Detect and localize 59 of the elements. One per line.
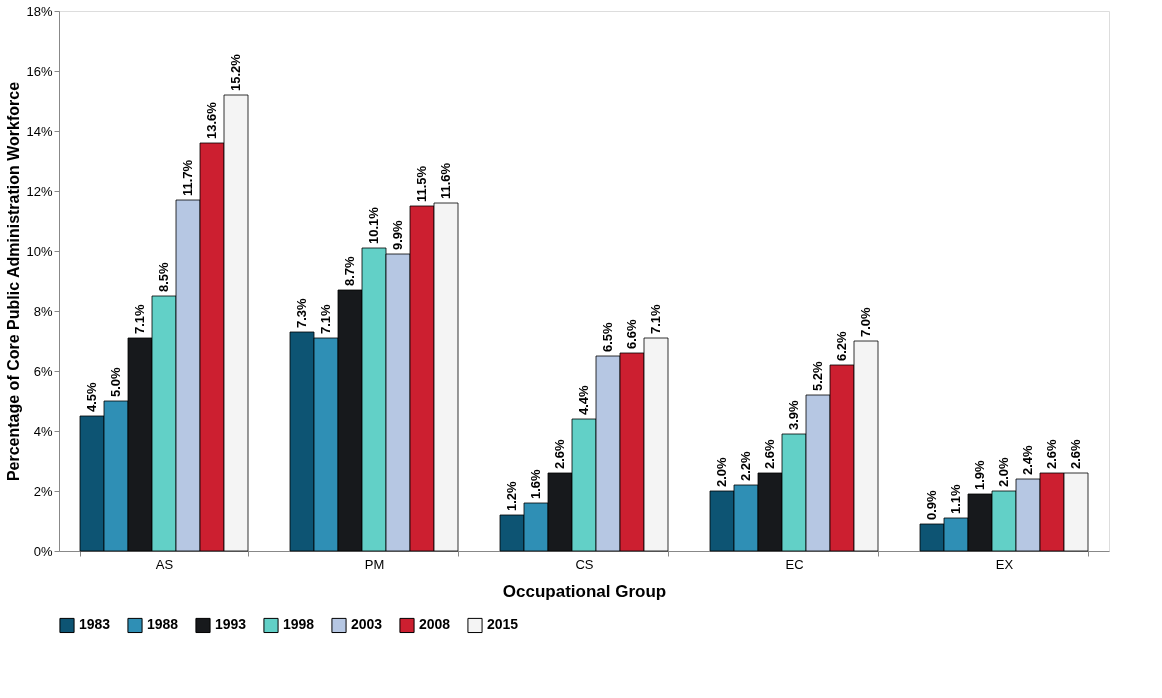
data-label: 8.5% <box>156 261 171 292</box>
y-tick-label: 6% <box>33 363 53 379</box>
x-tick-label: AS <box>155 556 174 572</box>
data-label: 15.2% <box>228 53 243 91</box>
y-tick-label: 18% <box>26 3 53 19</box>
data-label: 7.1% <box>132 303 147 334</box>
data-label: 2.6% <box>1068 438 1083 469</box>
x-tick-label: EC <box>785 556 804 572</box>
x-tick-label: PM <box>364 556 385 572</box>
data-label: 3.9% <box>786 399 801 430</box>
data-label: 11.7% <box>180 159 195 196</box>
legend-label: 1988 <box>147 616 179 633</box>
legend-label: 1998 <box>283 616 315 633</box>
data-label: 9.9% <box>390 219 405 250</box>
legend-label: 2015 <box>487 616 519 633</box>
data-label: 11.6% <box>438 162 453 199</box>
y-tick-label: 2% <box>33 483 53 499</box>
data-label: 5.2% <box>810 360 825 391</box>
y-tick-label: 4% <box>33 423 53 439</box>
x-tick-label: EX <box>995 556 1014 572</box>
legend-label: 2008 <box>419 616 451 633</box>
data-label: 2.0% <box>714 456 729 487</box>
x-axis-title: Occupational Group <box>502 581 667 601</box>
data-label: 7.0% <box>858 306 873 337</box>
data-label: 2.2% <box>738 450 753 481</box>
x-tick-label: CS <box>575 556 594 572</box>
data-label: 4.4% <box>576 384 591 415</box>
data-label: 7.3% <box>294 297 309 328</box>
y-tick-label: 16% <box>26 63 53 79</box>
data-label: 2.4% <box>1020 444 1035 475</box>
data-label: 8.7% <box>342 255 357 286</box>
y-tick-label: 12% <box>26 183 53 199</box>
data-label: 1.6% <box>528 468 543 499</box>
data-label: 11.5% <box>414 165 429 202</box>
y-tick-label: 0% <box>33 543 53 559</box>
legend-label: 1983 <box>79 616 111 633</box>
data-label: 2.6% <box>552 438 567 469</box>
y-axis-title: Percentage of Core Public Administration Workforce <box>5 81 23 482</box>
data-label: 0.9% <box>924 489 939 520</box>
data-label: 2.0% <box>996 456 1011 487</box>
y-tick-label: 10% <box>26 243 53 259</box>
data-label: 2.6% <box>762 438 777 469</box>
data-label: 13.6% <box>204 101 219 139</box>
data-label: 6.2% <box>834 330 849 361</box>
legend-label: 2003 <box>351 616 383 633</box>
data-label: 5.0% <box>108 366 123 397</box>
data-label: 6.5% <box>600 321 615 352</box>
legend-label: 1993 <box>215 616 247 633</box>
data-label: 2.6% <box>1044 438 1059 469</box>
y-tick-label: 8% <box>33 303 53 319</box>
data-label: 7.1% <box>318 303 333 334</box>
data-label: 1.2% <box>504 480 519 511</box>
data-label: 4.5% <box>84 381 99 412</box>
data-label: 1.1% <box>948 483 963 514</box>
y-tick-label: 14% <box>26 123 53 139</box>
data-label: 10.1% <box>366 206 381 244</box>
data-label: 6.6% <box>624 318 639 349</box>
data-label: 7.1% <box>648 303 663 334</box>
data-label: 1.9% <box>972 459 987 490</box>
